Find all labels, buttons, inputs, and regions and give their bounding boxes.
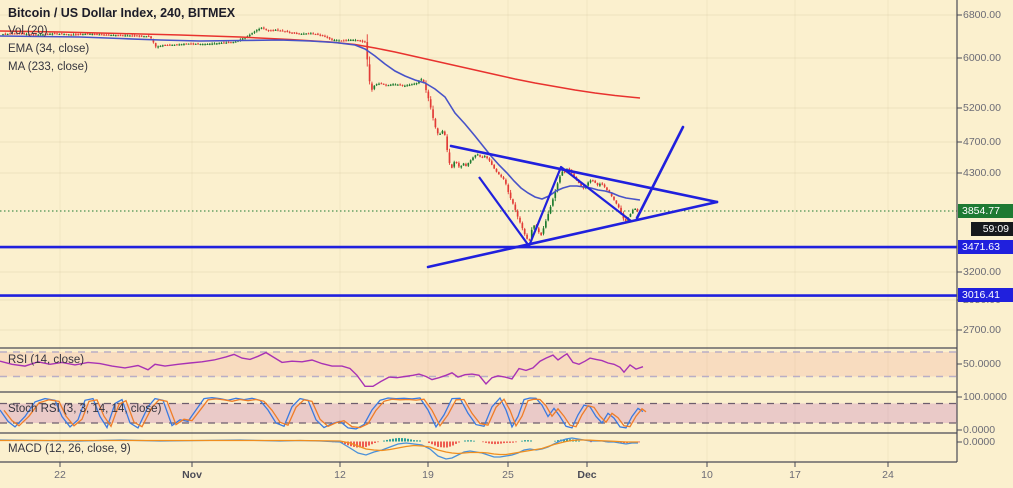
legend-ema[interactable]: EMA (34, close) (8, 43, 90, 55)
legend-ma[interactable]: MA (233, close) (8, 61, 88, 73)
price-tick-label: 100.0000 (963, 391, 1007, 403)
price-tick-label: 3200.00 (963, 266, 1001, 278)
time-tick-label: Nov (182, 469, 202, 481)
price-tick-label: 6800.00 (963, 9, 1001, 21)
time-tick-label: 25 (502, 469, 514, 481)
price-tick-label: 2700.00 (963, 324, 1001, 336)
support-line-badge-1: 3471.63 (958, 240, 1013, 254)
time-tick-label: Dec (577, 469, 597, 481)
price-tick-label: 4300.00 (963, 167, 1001, 179)
support-line-badge-2: 3016.41 (958, 288, 1013, 302)
stoch-pane-label[interactable]: Stoch RSI (3, 3, 14, 14, close) (8, 403, 162, 415)
time-tick-label: 19 (422, 469, 434, 481)
chart-legend: Bitcoin / US Dollar Index, 240, BITMEX V… (8, 4, 235, 76)
time-tick-label: 17 (789, 469, 801, 481)
price-tick-label: 0.0000 (963, 424, 996, 436)
time-tick-label: 12 (334, 469, 346, 481)
time-tick-label: 10 (701, 469, 713, 481)
countdown-badge: 59:09 (971, 222, 1013, 236)
symbol-title[interactable]: Bitcoin / US Dollar Index, 240, BITMEX (8, 6, 236, 20)
time-tick-label: 22 (54, 469, 66, 481)
last-price-badge: 3854.77 (958, 204, 1013, 218)
price-tick-label: 4700.00 (963, 136, 1001, 148)
time-tick-label: 24 (882, 469, 894, 481)
price-tick-label: 6000.00 (963, 52, 1001, 64)
macd-pane-label[interactable]: MACD (12, 26, close, 9) (8, 443, 131, 455)
price-tick-label: 5200.00 (963, 102, 1001, 114)
price-tick-label: 0.0000 (963, 436, 996, 448)
legend-volume[interactable]: Vol (20) (8, 25, 48, 37)
price-tick-label: 50.0000 (963, 358, 1001, 370)
rsi-pane-label[interactable]: RSI (14, close) (8, 354, 85, 366)
